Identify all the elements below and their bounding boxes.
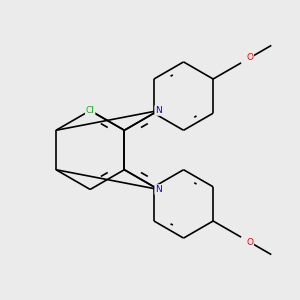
Text: O: O <box>246 53 254 62</box>
Text: N: N <box>155 185 162 194</box>
Text: O: O <box>246 238 254 247</box>
Text: N: N <box>155 106 162 115</box>
Text: Cl: Cl <box>86 106 94 115</box>
